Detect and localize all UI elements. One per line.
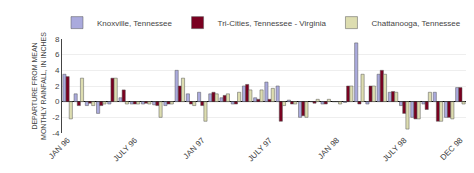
svg-text:Chattanooga, Tennessee: Chattanooga, Tennessee bbox=[371, 19, 460, 28]
svg-text:JULY 98: JULY 98 bbox=[381, 135, 409, 163]
svg-text:8: 8 bbox=[54, 34, 60, 44]
svg-text:4: 4 bbox=[55, 66, 60, 75]
svg-text:Knoxville, Tennessee: Knoxville, Tennessee bbox=[97, 19, 173, 28]
svg-text:JULY 97: JULY 97 bbox=[246, 135, 274, 163]
svg-text:Tri-Cities, Tennessee - Virgin: Tri-Cities, Tennessee - Virginia bbox=[218, 19, 327, 28]
svg-text:JAN 96: JAN 96 bbox=[47, 135, 72, 160]
svg-text:DEPARTURE FROM MEANMONTHLY RAI: DEPARTURE FROM MEANMONTHLY RAINFALL, IN … bbox=[31, 32, 47, 140]
svg-text:JAN 97: JAN 97 bbox=[182, 135, 207, 160]
svg-text:-4: -4 bbox=[52, 129, 60, 138]
svg-text:2: 2 bbox=[55, 82, 60, 91]
svg-text:-2: -2 bbox=[52, 113, 60, 122]
svg-text:JULY 96: JULY 96 bbox=[112, 135, 140, 163]
svg-text:0: 0 bbox=[55, 97, 60, 106]
svg-text:6: 6 bbox=[55, 50, 60, 59]
svg-text:JAN 98: JAN 98 bbox=[316, 135, 341, 160]
svg-text:DEC 98: DEC 98 bbox=[438, 135, 465, 162]
